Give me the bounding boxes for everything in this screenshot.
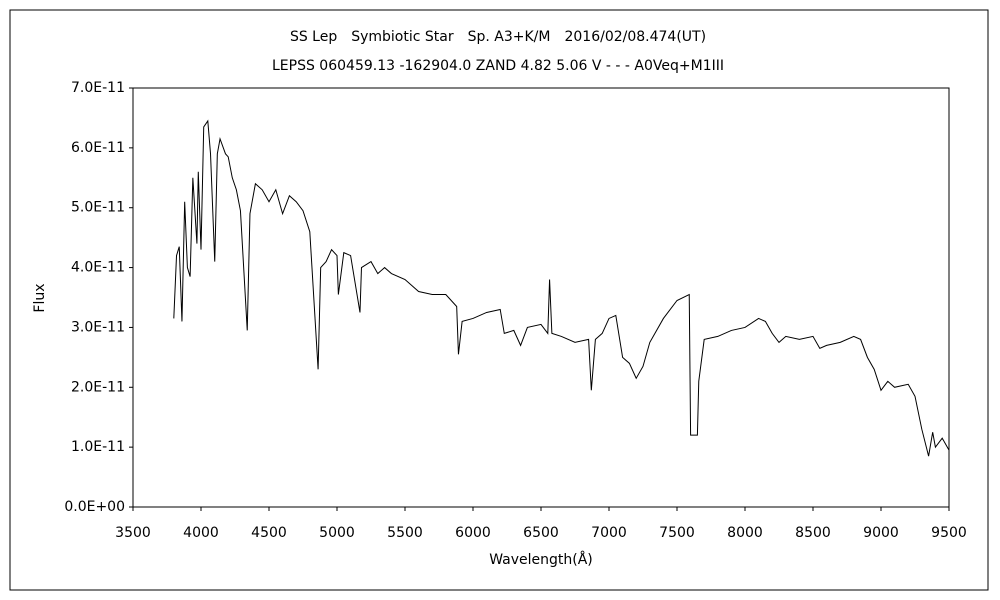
y-tick-label: 7.0E-11 (71, 80, 125, 96)
y-axis-label: Flux (32, 283, 48, 312)
x-tick-label: 4000 (183, 525, 219, 541)
y-tick-label: 6.0E-11 (71, 140, 125, 156)
x-tick-label: 5000 (319, 525, 355, 541)
x-axis-label: Wavelength(Å) (489, 551, 593, 568)
y-tick-label: 3.0E-11 (71, 319, 125, 335)
x-tick-label: 9500 (931, 525, 967, 541)
spectrum-line (173, 119, 950, 457)
chart-subtitle: LEPSS 060459.13 -162904.0 ZAND 4.82 5.06… (272, 58, 724, 74)
x-tick-label: 6000 (455, 525, 491, 541)
chart-frame (9, 9, 989, 591)
x-tick-label: 7000 (591, 525, 627, 541)
x-tick-label: 6500 (523, 525, 559, 541)
x-tick-label: 9000 (863, 525, 899, 541)
x-tick-label: 5500 (387, 525, 423, 541)
y-tick-label: 4.0E-11 (71, 260, 125, 276)
chart-title: SS Lep Symbiotic Star Sp. A3+K/M 2016/02… (290, 29, 706, 45)
y-tick-label: 2.0E-11 (71, 379, 125, 395)
x-tick-label: 7500 (659, 525, 695, 541)
y-tick-label: 1.0E-11 (71, 439, 125, 455)
x-tick-label: 3500 (115, 525, 151, 541)
y-tick-label: 0.0E+00 (64, 499, 125, 515)
y-tick-label: 5.0E-11 (71, 200, 125, 216)
x-tick-label: 8500 (795, 525, 831, 541)
x-tick-label: 8000 (727, 525, 763, 541)
x-tick-label: 4500 (251, 525, 287, 541)
